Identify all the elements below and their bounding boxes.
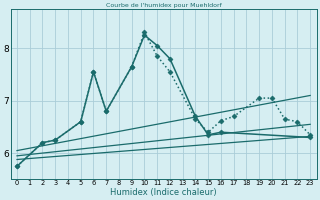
Title: Courbe de l'humidex pour Muehldorf: Courbe de l'humidex pour Muehldorf bbox=[106, 3, 221, 8]
X-axis label: Humidex (Indice chaleur): Humidex (Indice chaleur) bbox=[110, 188, 217, 197]
